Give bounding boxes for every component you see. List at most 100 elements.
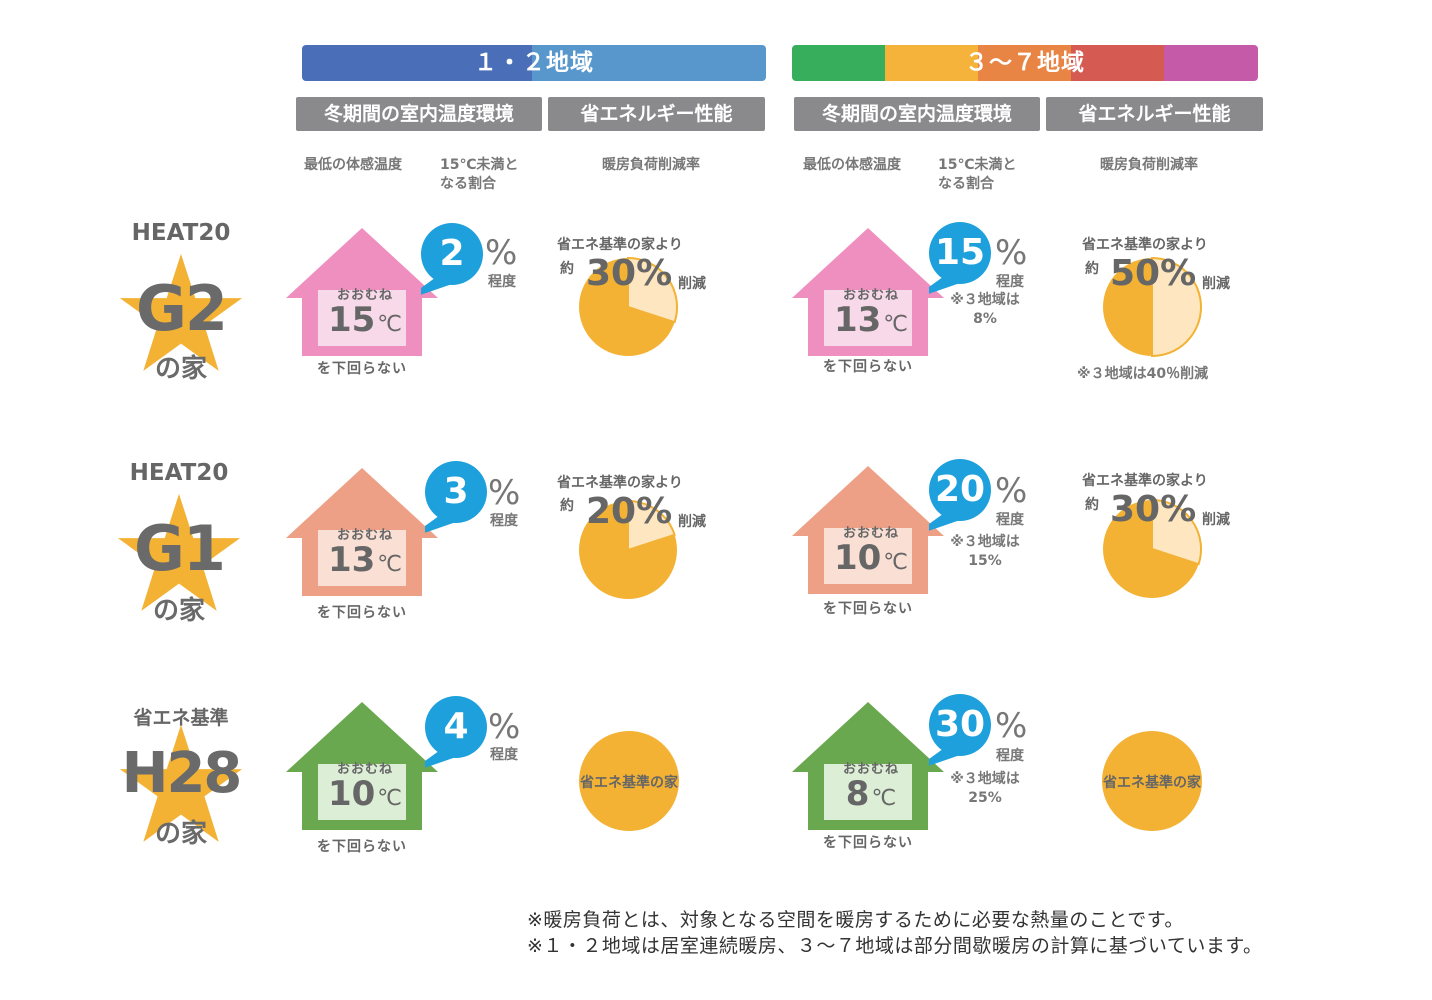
house-temp: 10℃ <box>816 538 926 578</box>
header-temp-3-7: 冬期間の室内温度環境 <box>794 97 1040 131</box>
house-g2-3-7: おおむね 13℃ を下回らない <box>788 226 948 376</box>
subheader-reduction-3-7: 暖房負荷削減率 <box>1100 157 1198 173</box>
house-oomune: おおむね <box>336 528 393 543</box>
region-bar-1-2-right <box>532 45 766 81</box>
house-below: を下回らない <box>823 835 913 851</box>
pie-slice-reduction <box>1151 256 1202 358</box>
speech-bubble-icon <box>929 459 991 531</box>
speech-bubble-icon <box>929 222 991 294</box>
ratio-value: 3 <box>443 471 469 512</box>
bubble-h28-1-2: 4 <box>425 696 499 770</box>
pie-chart-g2-3-7 <box>1103 256 1202 358</box>
pie-value: 30% <box>1110 489 1197 530</box>
house-g2-1-2: おおむね 15℃ を下回らない <box>282 226 442 377</box>
house-h28-1-2: おおむね 10℃ を下回らない <box>282 700 442 855</box>
temp-unit: ℃ <box>883 312 909 337</box>
header-energy-1-2: 省エネルギー性能 <box>548 97 765 131</box>
house-icon <box>286 702 438 830</box>
base-house-label: 省エネ基準の家 <box>580 775 678 791</box>
house-temp: 13℃ <box>310 540 420 580</box>
subheader-min-temp-1-2: 最低の体感温度 <box>304 157 402 173</box>
row-label-top: HEAT20 <box>131 220 231 246</box>
temp-value: 8 <box>845 774 870 814</box>
pct-sign: % <box>995 471 1028 511</box>
row-label-big: H28 <box>121 741 243 806</box>
pie-value: 20% <box>586 491 673 532</box>
ratio-value: 15 <box>934 232 986 273</box>
ratio-value: 20 <box>934 469 986 510</box>
pie-chart-g1-1-2 <box>579 499 677 599</box>
region-bar-3-7-seg5 <box>1164 45 1258 81</box>
speech-bubble-icon <box>929 694 991 766</box>
pie-chart-g2-1-2 <box>579 256 678 356</box>
pie-slice-reduction <box>627 256 678 324</box>
bubble-g1-1-2: 3 <box>425 461 499 535</box>
row-label-big: G1 <box>133 512 226 585</box>
pie-yaku: 約 <box>560 498 574 514</box>
temp-unit: ℃ <box>883 550 909 575</box>
pie-value: 30% <box>586 253 673 294</box>
pct-sign: % <box>995 706 1028 746</box>
base-house-label: 省エネ基準の家 <box>1103 775 1201 791</box>
pie-sakugen: 削減 <box>678 514 706 530</box>
subheader-reduction-1-2: 暖房負荷削減率 <box>602 157 700 173</box>
temp-value: 10 <box>833 538 882 578</box>
row-label-top: 省エネ基準 <box>133 707 229 729</box>
ratio-value: 30 <box>934 704 986 745</box>
base-house-circle-3-7 <box>1102 731 1202 831</box>
pct-sign: % <box>485 233 518 273</box>
house-oomune: おおむね <box>842 762 899 777</box>
pie-base-prefix: 省エネ基準の家より <box>557 237 683 253</box>
pct-sign: % <box>488 707 521 747</box>
bubble-g2-3-7: 15 <box>929 222 1003 296</box>
house-temp: 10℃ <box>310 774 420 814</box>
bubble-g2-1-2: 2 <box>421 223 495 297</box>
row-label-top: HEAT20 <box>129 460 229 486</box>
pie-base-prefix: 省エネ基準の家より <box>1082 473 1208 489</box>
house-oomune: おおむね <box>336 288 393 303</box>
ratio-note: ※３地域は 25% <box>950 771 1020 806</box>
pie-yaku: 約 <box>560 261 574 277</box>
speech-bubble-icon <box>425 696 487 768</box>
reduction-note: ※３地域は40％削減 <box>1077 366 1209 382</box>
pie-slice-reduction <box>1151 498 1202 566</box>
house-icon <box>792 228 944 356</box>
footnote-calc-basis: ※１・２地域は居室連続暖房、３～７地域は部分間歇暖房の計算に基づいています。 <box>527 935 1263 957</box>
temp-value: 13 <box>327 540 376 580</box>
house-icon <box>286 468 438 596</box>
pie-chart-g1-3-7 <box>1103 498 1202 598</box>
region-bar-1-2-left <box>302 45 532 81</box>
speech-bubble-icon <box>421 223 483 295</box>
bubble-h28-3-7: 30 <box>929 694 1003 768</box>
pie-base-prefix: 省エネ基準の家より <box>1082 237 1208 253</box>
house-temp: 15℃ <box>310 300 420 340</box>
temp-value: 13 <box>833 300 882 340</box>
house-icon <box>286 228 438 356</box>
pie-value: 50% <box>1110 253 1197 294</box>
house-below: を下回らない <box>823 601 913 617</box>
pie-base-prefix: 省エネ基準の家より <box>557 475 683 491</box>
house-temp: 13℃ <box>816 300 926 340</box>
region-bar-3-7-seg3 <box>978 45 1071 81</box>
row-label-g1: HEAT20 G1 の家 <box>104 460 254 630</box>
teido-label: 程度 <box>996 748 1024 764</box>
subheader-min-temp-3-7: 最低の体感温度 <box>803 157 901 173</box>
house-g1-1-2: おおむね 13℃ を下回らない <box>282 466 442 621</box>
subheader-under15-3-7: 15℃未満と なる割合 <box>938 157 1017 192</box>
star-icon <box>119 253 243 371</box>
pie-sakugen: 削減 <box>1202 512 1230 528</box>
ratio-value: 4 <box>443 706 469 747</box>
star-icon <box>119 724 243 842</box>
star-icon <box>117 493 241 611</box>
header-temp-1-2: 冬期間の室内温度環境 <box>296 97 542 131</box>
ratio-note: ※３地域は 15% <box>950 534 1020 569</box>
speech-bubble-icon <box>425 461 487 533</box>
pie-slice-reduction <box>627 499 676 552</box>
region-bar-3-7-seg1 <box>792 45 885 81</box>
house-oomune: おおむね <box>336 762 393 777</box>
temp-unit: ℃ <box>377 312 403 337</box>
house-icon <box>792 466 944 594</box>
temp-unit: ℃ <box>377 786 403 811</box>
row-label-no: の家 <box>152 596 205 626</box>
house-oomune: おおむね <box>842 526 899 541</box>
